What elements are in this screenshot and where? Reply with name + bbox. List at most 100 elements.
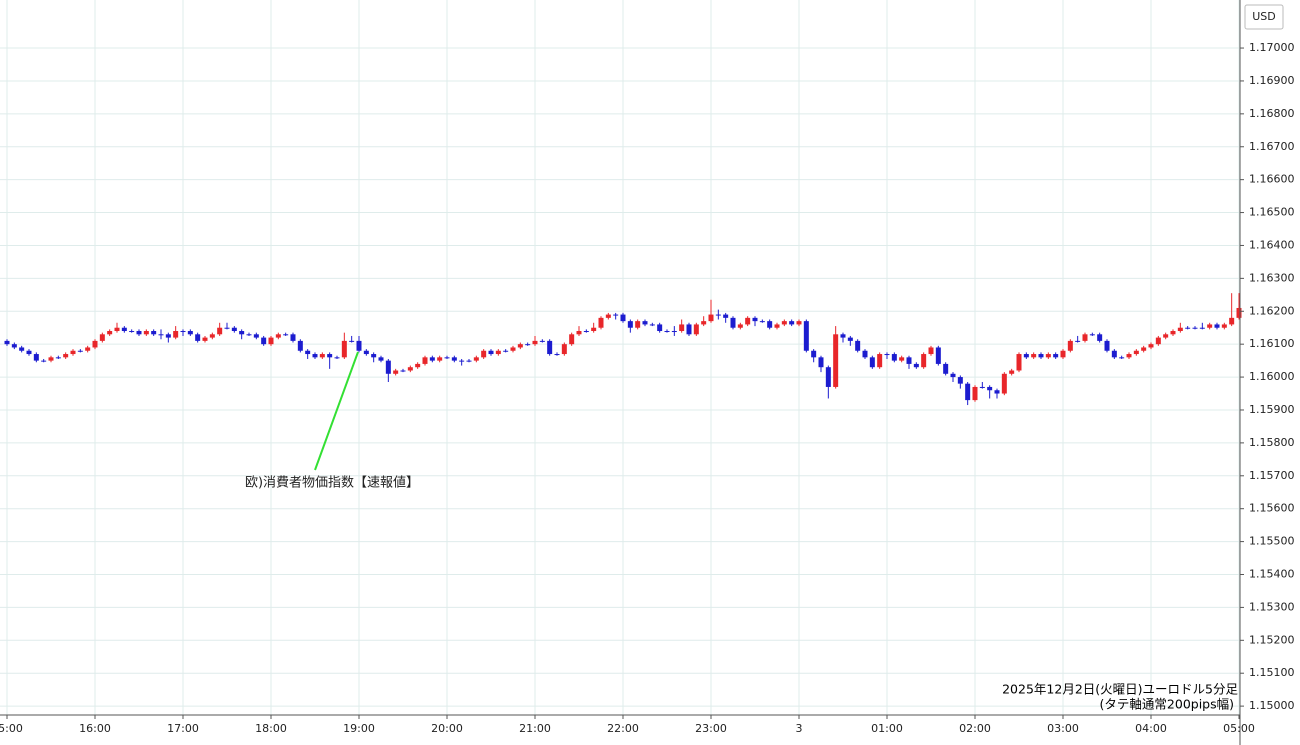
candle-body [635, 321, 641, 328]
candle-body [356, 340, 362, 351]
candle-body [1111, 350, 1117, 358]
candle-body [818, 357, 824, 368]
candle-body [972, 386, 978, 401]
candle-body [532, 340, 538, 345]
caption: (タテ軸通常200pips幅) [1100, 697, 1234, 712]
y-tick-label: 1.16800 [1249, 107, 1295, 120]
annotation: 欧)消費者物価指数【速報値】 [245, 475, 419, 491]
candle-body [4, 340, 10, 345]
candle-body [620, 314, 626, 322]
candle-body [811, 350, 817, 358]
candle-body [26, 350, 32, 355]
candle-body [11, 344, 17, 348]
candle-body [1133, 350, 1139, 355]
candle-body [451, 357, 457, 361]
candle-body [275, 334, 281, 338]
y-tick-label: 1.15200 [1249, 633, 1295, 646]
candle-body [19, 347, 25, 351]
candle-body [429, 357, 435, 361]
caption: 2025年12月2日(火曜日)ユーロドル5分足 [1002, 682, 1238, 697]
candle-body [209, 334, 215, 338]
candle-body [1023, 354, 1029, 358]
candle-body [664, 331, 670, 333]
candle-body [591, 327, 597, 332]
candle-body [943, 363, 949, 374]
candle-body [121, 327, 127, 332]
candle-body [1104, 340, 1110, 351]
candle-body [92, 340, 98, 348]
candle-body [1067, 340, 1073, 351]
candle-body [583, 331, 589, 333]
candle-body [994, 390, 1000, 394]
y-tick-label: 1.15800 [1249, 436, 1295, 449]
candle-body [217, 327, 223, 335]
annotation-arrow [314, 351, 359, 471]
candle-body [745, 317, 751, 325]
candle-body [195, 334, 201, 341]
candle-body [627, 321, 633, 328]
candle-body [1155, 337, 1161, 345]
candle-body [55, 357, 61, 359]
candle-body [554, 354, 560, 356]
candle-body [1236, 307, 1242, 318]
candle-body [1031, 354, 1037, 358]
y-tick-label: 1.16300 [1249, 271, 1295, 284]
y-tick-label: 1.16600 [1249, 173, 1295, 186]
candle-body [305, 350, 311, 355]
candle-body [1001, 373, 1007, 394]
candle-body [605, 314, 611, 318]
candle-body [693, 324, 699, 335]
candle-body [341, 340, 347, 358]
candle-body [1126, 354, 1132, 358]
x-tick-label: 02:00 [959, 722, 991, 735]
candle-body [407, 367, 413, 371]
x-tick-label: 3 [796, 722, 803, 735]
x-tick-label: 23:00 [695, 722, 727, 735]
candle-body [415, 363, 421, 368]
candle-body [517, 344, 523, 348]
candle-body [114, 327, 120, 332]
candle-body [723, 314, 729, 318]
y-tick-label: 1.15900 [1249, 403, 1295, 416]
candle-body [1089, 334, 1095, 336]
candle-body [884, 354, 890, 356]
x-tick-label: 21:00 [519, 722, 551, 735]
candle-body [1163, 334, 1169, 338]
candle-body [312, 354, 318, 358]
candle-body [715, 314, 721, 316]
candle-body [657, 324, 663, 332]
candle-body [1060, 350, 1066, 358]
y-tick-label: 1.16500 [1249, 206, 1295, 219]
candle-body [378, 357, 384, 361]
candle-body [41, 360, 47, 362]
candle-body [268, 337, 274, 345]
candle-body [261, 337, 267, 345]
y-tick-label: 1.15700 [1249, 469, 1295, 482]
candle-body [539, 340, 545, 342]
candle-body [965, 383, 971, 401]
candle-body [1082, 334, 1088, 341]
candle-body [752, 317, 758, 322]
candle-body [495, 350, 501, 355]
x-tick-label: 16:00 [79, 722, 111, 735]
candle-body [686, 324, 692, 335]
x-tick-label: 22:00 [607, 722, 639, 735]
candle-body [1053, 354, 1059, 358]
candle-body [77, 350, 83, 352]
x-tick-label: 17:00 [167, 722, 199, 735]
y-tick-label: 1.15100 [1249, 666, 1295, 679]
candle-body [85, 347, 91, 351]
candle-body [833, 334, 839, 387]
candle-body [107, 331, 113, 335]
candle-body [283, 334, 289, 336]
y-tick-label: 1.15400 [1249, 568, 1295, 581]
y-tick-label: 1.15600 [1249, 502, 1295, 515]
candle-body [1199, 327, 1205, 329]
candle-body [393, 370, 399, 374]
candle-body [63, 354, 69, 358]
candle-body [466, 360, 472, 362]
candle-body [855, 340, 861, 351]
y-tick-label: 1.16700 [1249, 140, 1295, 153]
candle-body [899, 357, 905, 361]
